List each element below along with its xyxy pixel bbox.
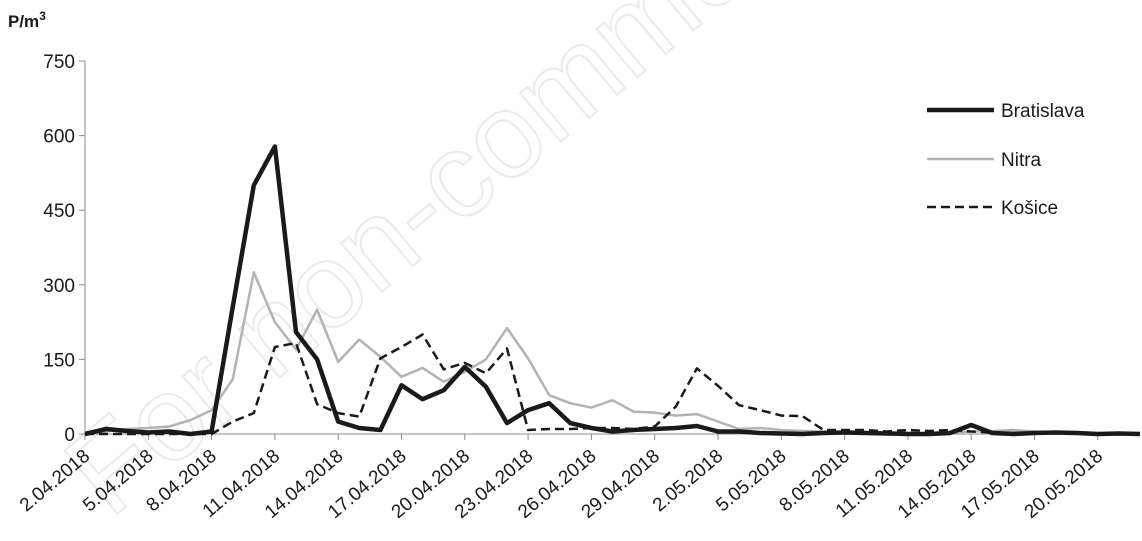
series-layer <box>84 144 1141 437</box>
legend: Bratislava Nitra Košice <box>927 101 1085 219</box>
series-line-koice <box>85 333 1141 436</box>
y-axis-label-superscript: 3 <box>39 9 46 23</box>
y-axis-label: P/m3 <box>8 9 46 31</box>
y-tick-label: 600 <box>43 127 75 148</box>
legend-label: Bratislava <box>1001 101 1085 122</box>
axes <box>84 61 1140 435</box>
y-tick-label: 0 <box>64 425 75 446</box>
x-tick-label: 2.05.2018 <box>649 446 727 516</box>
series-line-bratislava <box>84 144 1141 437</box>
legend-label: Nitra <box>1001 150 1042 171</box>
x-tick-label: 5.05.2018 <box>712 446 790 516</box>
legend-label: Košice <box>1001 198 1058 219</box>
series-line-nitra <box>84 271 1141 436</box>
y-axis-ticks: 0 150 300 450 600 750 <box>43 52 85 446</box>
y-tick-label: 450 <box>43 201 75 222</box>
y-tick-label: 750 <box>43 52 75 73</box>
y-tick-label: 150 <box>43 350 75 371</box>
y-tick-label: 300 <box>43 276 75 297</box>
